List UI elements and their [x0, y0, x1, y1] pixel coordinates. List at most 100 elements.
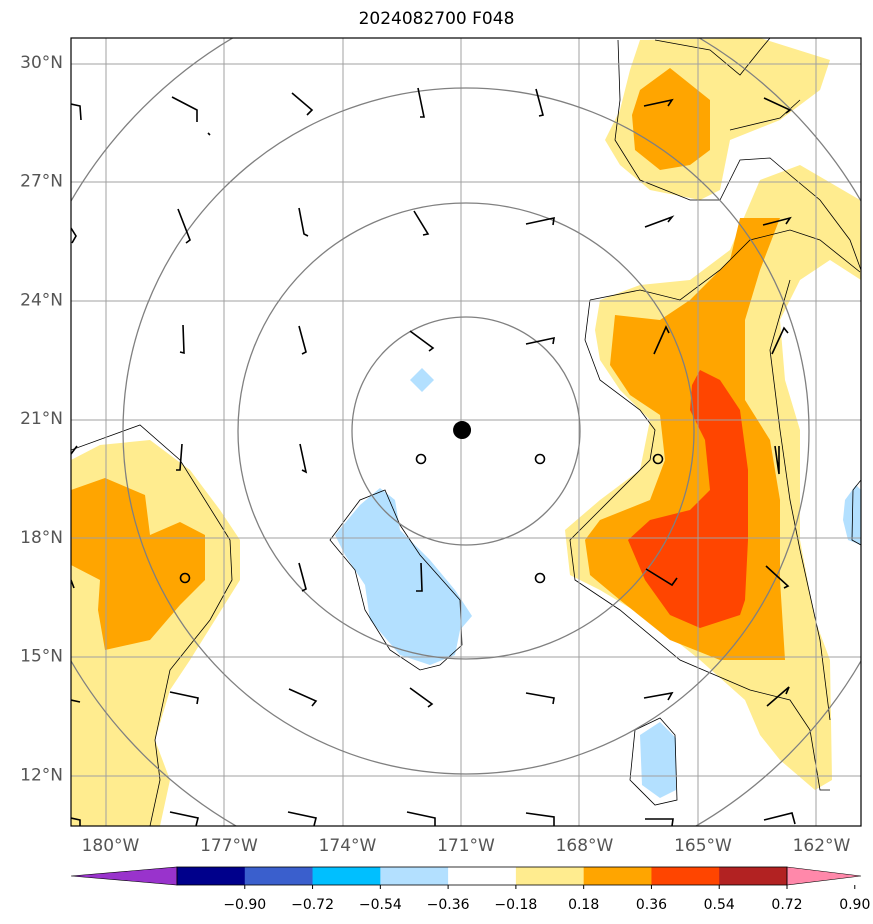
colorbar-extension-high: [786, 866, 862, 886]
shade-blue-east-edge: [843, 485, 861, 545]
longitude-label: 171°W: [437, 836, 495, 856]
wind-barb: [774, 445, 780, 475]
wind-barb: [766, 686, 790, 707]
wind-barb: [417, 87, 425, 118]
wind-barb: [643, 98, 674, 107]
shading-layer: [71, 38, 861, 826]
wind-barb: [525, 336, 555, 345]
latitude-label: 30°N: [20, 53, 63, 73]
wind-barb: [176, 443, 183, 471]
colorbar-bin: [719, 867, 788, 885]
colorbar-tick-label: −0.18: [494, 897, 537, 913]
map-area: [71, 38, 861, 826]
wind-barb: [71, 227, 77, 244]
wind-barb: [416, 562, 423, 592]
wind-barb: [299, 443, 308, 474]
wind-barb: [298, 207, 309, 237]
wind-barb: [763, 812, 796, 825]
latitude-label: 21°N: [20, 409, 63, 429]
wind-barb: [525, 812, 555, 826]
calm-marker: [415, 453, 427, 465]
shade-blue-southeast: [640, 722, 676, 798]
wind-barb: [763, 97, 792, 114]
longitude-label: 165°W: [674, 836, 732, 856]
colorbar-tick-label: −0.54: [359, 897, 402, 913]
colorbar-tick-label: 0.90: [839, 897, 870, 913]
wind-barb: [645, 818, 674, 826]
wind-barb: [298, 325, 307, 355]
calm-marker: [179, 572, 191, 584]
colorbar-bin: [312, 867, 381, 885]
latitude-label: 15°N: [20, 647, 63, 667]
calm-marker: [534, 453, 546, 465]
latitude-label: 18°N: [20, 528, 63, 548]
latitude-labels: 12°N 15°N 18°N 21°N 24°N 27°N 30°N: [20, 53, 63, 786]
longitude-label: 177°W: [200, 836, 258, 856]
wind-barb: [406, 811, 436, 826]
longitude-label: 168°W: [556, 836, 614, 856]
wind-barb: [644, 215, 675, 228]
calm-marker: [652, 453, 664, 465]
colorbar-tick-label: 0.36: [636, 897, 667, 913]
calm-marker: [534, 572, 546, 584]
wind-barb: [535, 88, 544, 117]
range-ring-1: [351, 316, 581, 546]
latitude-label: 24°N: [20, 290, 63, 310]
wind-barb: [287, 811, 317, 826]
colorbar-tick-label: 0.18: [568, 897, 599, 913]
colorbar: −0.90 −0.72 −0.54 −0.36 −0.18 0.18 0.36 0.54 0.7…: [70, 866, 870, 913]
wind-barb: [643, 691, 674, 701]
colorbar-tick-label: −0.90: [223, 897, 266, 913]
wind-barb: [179, 324, 185, 355]
storm-center-marker: [453, 421, 472, 440]
wind-barb: [653, 325, 670, 355]
wind-barb: [525, 692, 555, 705]
wind-barb: [171, 96, 198, 122]
wind-barb: [645, 568, 678, 587]
range-ring-3: [122, 87, 810, 775]
wind-barb: [298, 562, 307, 592]
colorbar-frame: [176, 866, 788, 886]
wind-barb: [409, 330, 435, 352]
wind-barb: [177, 208, 191, 244]
wind-barb: [771, 326, 789, 355]
range-rings: [71, 38, 861, 826]
wind-barbs: [71, 87, 796, 826]
colorbar-extension-low: [70, 866, 178, 886]
map-frame: [70, 37, 862, 827]
colorbar-bin: [448, 867, 517, 885]
wind-barb: [169, 811, 199, 826]
calm-wind-markers: [179, 453, 664, 584]
colorbar-bin: [177, 867, 246, 885]
wind-barb: [71, 699, 81, 703]
wind-barb: [762, 216, 792, 226]
shade-blue-central: [335, 488, 472, 665]
colorbar-tick-label: −0.36: [427, 897, 470, 913]
wind-barb: [525, 216, 555, 226]
wind-barb: [409, 687, 434, 708]
colorbar-tick-label: 0.54: [704, 897, 735, 913]
colorbar-tick-label: −0.72: [291, 897, 334, 913]
colorbar-bin: [651, 867, 720, 885]
wind-barb: [71, 103, 82, 121]
wind-barb: [207, 132, 211, 136]
map-title: 2024082700 F048: [358, 9, 515, 29]
longitude-label: 180°W: [82, 836, 140, 856]
wind-barb: [71, 817, 81, 826]
colorbar-bin: [515, 867, 585, 885]
shade-orange-northeast: [632, 68, 710, 170]
wind-barb: [291, 92, 314, 116]
wind-barb: [765, 565, 790, 589]
latitude-label: 27°N: [20, 172, 63, 192]
longitude-label: 174°W: [319, 836, 377, 856]
colorbar-bin: [380, 867, 449, 885]
colorbar-bin: [583, 867, 652, 885]
wind-barb: [169, 691, 199, 705]
colorbar-bin: [244, 867, 314, 885]
wind-barb: [71, 445, 78, 455]
colorbar-tick-label: 0.72: [771, 897, 802, 913]
longitude-labels: 180°W 177°W 174°W 171°W 168°W 165°W 162°W: [82, 836, 851, 856]
shade-redorange-east: [628, 370, 748, 628]
wind-barb: [413, 210, 430, 236]
